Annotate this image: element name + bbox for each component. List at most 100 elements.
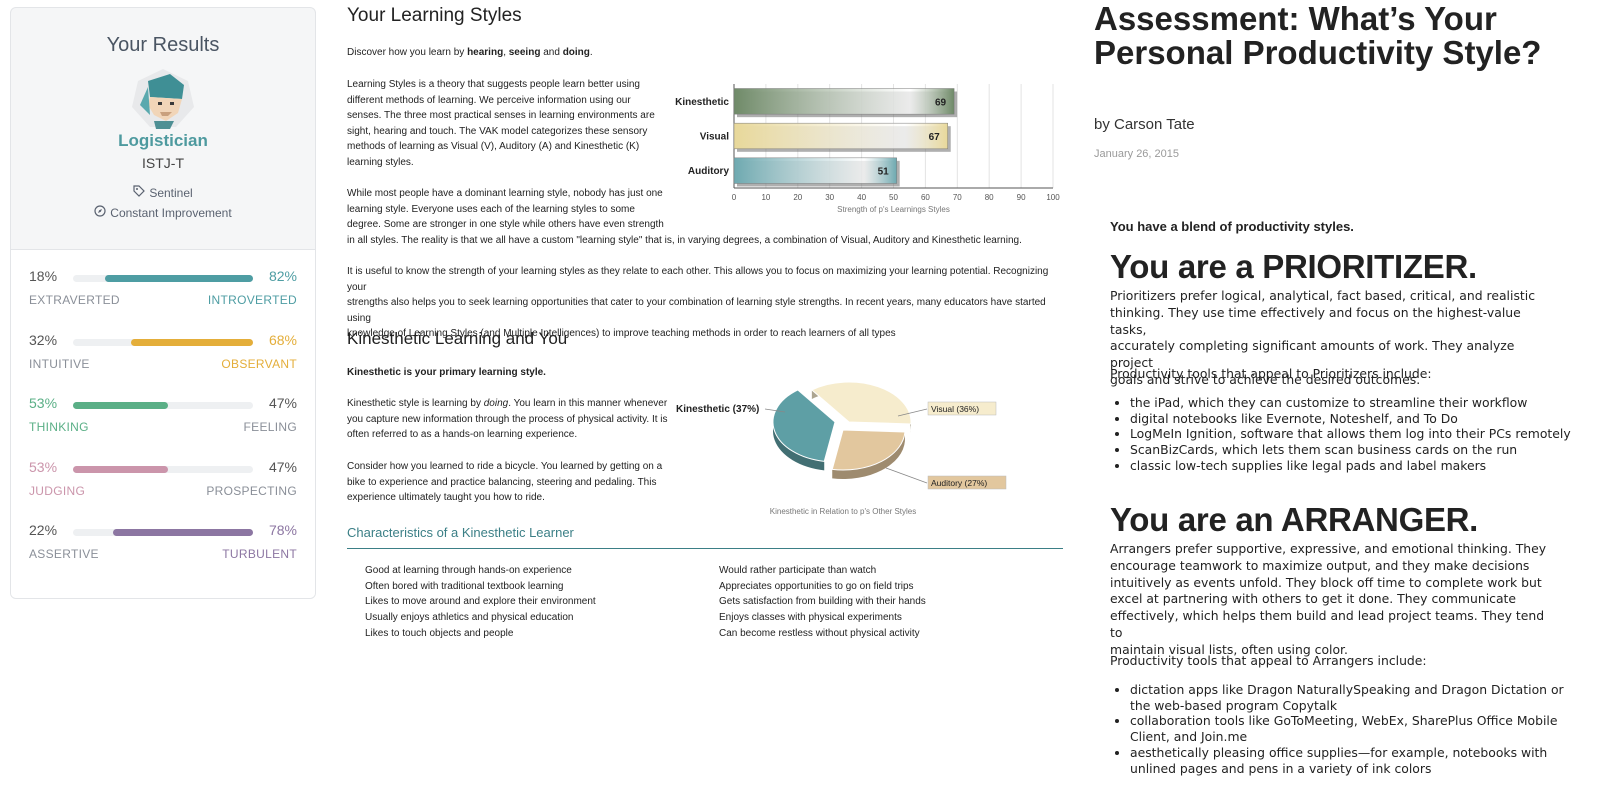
trait-right-percent: 78%	[268, 522, 297, 538]
intro-text: Discover how you learn by	[347, 47, 468, 58]
list-item: LogMeIn Ignition, software that allows t…	[1130, 426, 1580, 442]
paragraph-line: senses. The three most practical senses …	[347, 110, 655, 122]
paragraph-line: maintain visual lists, often using color…	[1110, 641, 1348, 657]
paragraph-line: Arrangers prefer supportive, expressive,…	[1110, 541, 1547, 556]
trait-left-label: ASSERTIVE	[29, 547, 99, 561]
article-date: January 26, 2015	[1094, 148, 1180, 160]
paragraph-line: sight, hearing and touch. The VAK model …	[347, 125, 648, 137]
role-label: Sentinel	[149, 185, 193, 200]
trait-right-percent: 47%	[268, 395, 297, 411]
trait-row: 18% 82% EXTRAVERTED INTROVERTED	[11, 268, 315, 332]
trait-bar-track	[73, 402, 253, 409]
characteristic-item: Appreciates opportunities to go on field…	[719, 580, 914, 592]
list-item: classic low-tech supplies like legal pad…	[1130, 458, 1580, 474]
prioritizer-heading: You are a PRIORITIZER.	[1110, 248, 1477, 285]
paragraph-line: knowledge of Learning Styles (and Multip…	[347, 328, 896, 340]
bar	[733, 88, 955, 115]
paragraph-line: While most people have a dominant learni…	[347, 188, 663, 199]
trait-right-percent: 68%	[268, 331, 297, 348]
data-label: 69	[935, 97, 947, 108]
intro-end: .	[589, 47, 593, 58]
list-item: ScanBizCards, which lets them scan busin…	[1130, 442, 1580, 458]
trait-bar-fill	[73, 402, 169, 409]
paragraph-line: Prioritizers prefer logical, analytical,…	[1110, 288, 1536, 303]
blend-statement: You have a blend of productivity styles.	[1110, 219, 1354, 234]
characteristic-item: Can become restless without physical act…	[719, 627, 920, 639]
paragraph-line: learning style. Everyone uses each of th…	[347, 203, 635, 215]
intro-paragraph: Discover how you learn by hearing, seein…	[347, 45, 593, 61]
trait-bar-fill	[73, 465, 169, 473]
strength-paragraph: It is useful to know the strength of you…	[347, 264, 1065, 342]
x-tick-label: 50	[889, 193, 898, 202]
label-box	[927, 401, 997, 416]
paragraph-line: often referred to as a hands-on learning…	[347, 429, 578, 441]
x-tick-label: 80	[985, 193, 994, 202]
paragraph-line: thinking. They use time effectively and …	[1110, 304, 1521, 337]
x-tick-label: 90	[1017, 193, 1026, 202]
trait-row: 53% 47% THINKING FEELING	[11, 395, 315, 459]
paragraph-line: It is useful to know the strength of you…	[347, 266, 1049, 293]
kin-text: . You learn in this manner whenever	[508, 398, 668, 409]
trait-bar-fill	[130, 338, 253, 346]
x-tick-label: 60	[921, 193, 930, 202]
intro-sep: ,	[503, 47, 509, 58]
article-byline: by Carson Tate	[1094, 116, 1195, 133]
results-title: Your Results	[106, 34, 220, 56]
trait-row: 22% 78% ASSERTIVE TURBULENT	[11, 522, 315, 586]
trait-left-percent: 53%	[29, 395, 58, 411]
characteristic-item: Enjoys classes with physical experiments	[719, 612, 902, 624]
arranger-tools-intro: Productivity tools that appeal to Arrang…	[1110, 653, 1427, 668]
trait-left-percent: 32%	[29, 331, 58, 348]
characteristics-right-list: Would rather participate than watch Appr…	[719, 563, 926, 642]
trait-bar-track	[73, 275, 253, 282]
logistician-avatar-icon	[130, 69, 196, 129]
trait-left-percent: 53%	[29, 458, 58, 475]
category-label: Visual	[700, 132, 729, 143]
list-item: digital notebooks like Evernote, Noteshe…	[1130, 411, 1580, 427]
trait-bar-track	[73, 529, 253, 536]
characteristic-item: Likes to touch objects and people	[365, 627, 514, 639]
trait-list: 18% 82% EXTRAVERTED INTROVERTED 32% 68% INTUIT…	[11, 249, 315, 598]
trait-left-percent: 18%	[29, 268, 58, 284]
trait-left-label: THINKING	[29, 420, 89, 434]
persona-name: Logistician	[118, 131, 208, 150]
results-header: Your Results Logistician ISTJ-T Sentinel	[11, 8, 315, 249]
paragraph-line: excel at partnering with others to get i…	[1110, 591, 1517, 607]
paragraph-line: different methods of learning. We percei…	[347, 94, 631, 106]
list-item: collaboration tools like GoToMeeting, We…	[1130, 713, 1580, 744]
paragraph-line: intuitively as events unfold. They block…	[1110, 574, 1542, 590]
category-label: Kinesthetic	[675, 97, 729, 108]
x-tick-label: 30	[825, 193, 834, 202]
characteristics-title: Characteristics of a Kinesthetic Learner	[347, 525, 574, 540]
kinesthetic-paragraph: Kinesthetic style is learning by doing. …	[347, 396, 668, 443]
pie-slice	[810, 381, 912, 425]
learning-styles-report: Your Learning Styles Discover how you le…	[347, 0, 1065, 806]
article-title: Assessment: What’s Your Personal Product…	[1094, 0, 1542, 71]
leader-line	[764, 408, 786, 413]
leader-line	[897, 408, 928, 417]
trait-right-label: FEELING	[243, 420, 297, 434]
slice-label: Kinesthetic (37%)	[676, 404, 759, 415]
intro-sep: and	[540, 47, 563, 58]
list-item: aesthetically pleasing office supplies—f…	[1130, 745, 1580, 776]
x-tick-label: 10	[761, 193, 770, 202]
data-label: 51	[878, 167, 890, 178]
paragraph-line: Learning Styles is a theory that suggest…	[347, 79, 640, 90]
arranger-description: Arrangers prefer supportive, expressive,…	[1110, 541, 1560, 659]
characteristic-item: Likes to move around and explore their e…	[365, 596, 596, 608]
trait-bar-fill	[112, 529, 253, 536]
trait-bar-fill	[105, 275, 253, 282]
characteristic-item: Gets satisfaction from building with the…	[719, 596, 926, 608]
bar	[733, 122, 948, 150]
arranger-tools-list: dictation apps like Dragon NaturallySpea…	[1110, 682, 1580, 776]
x-tick-label: 0	[732, 193, 737, 202]
strategy-label: Constant Improvement	[110, 205, 232, 220]
paragraph-line: goals and strive to achieve the desired …	[1110, 371, 1421, 387]
paragraph-line: you capture new information through the …	[347, 413, 668, 425]
trait-row: 53% 47% JUDGING PROSPECTING	[11, 459, 315, 523]
paragraph-line: methods of learning as Visual (V), Audit…	[347, 141, 640, 153]
results-panel: Your Results Logistician ISTJ-T Sentinel	[10, 7, 316, 599]
section-divider	[347, 548, 1063, 549]
trait-row: 32% 68% INTUITIVE OBSERVANT	[11, 332, 315, 396]
kinesthetic-section-title: Kinesthetic Learning and You	[347, 329, 568, 348]
